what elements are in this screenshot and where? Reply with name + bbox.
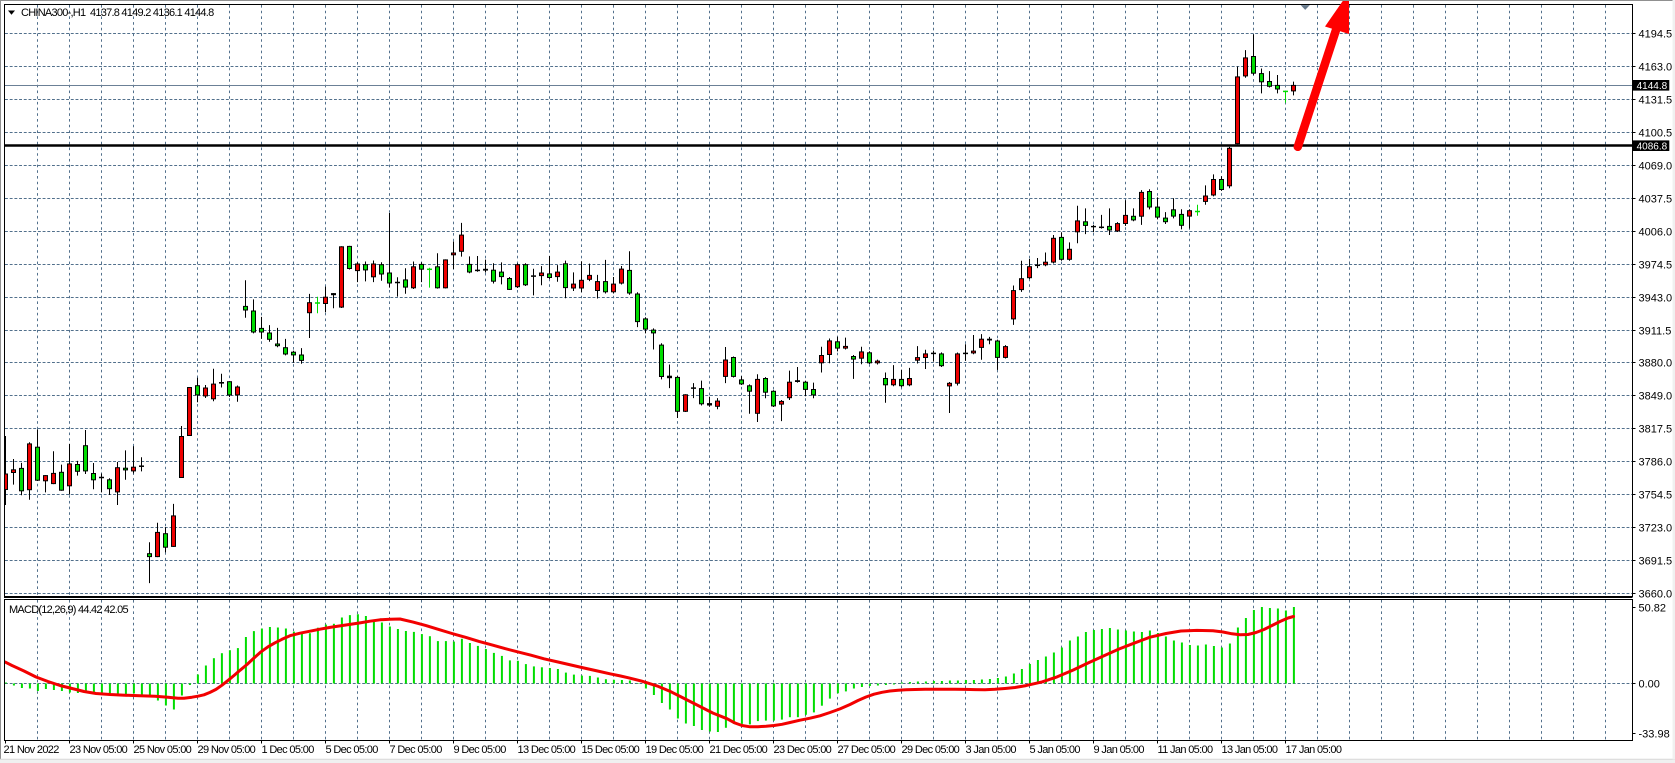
svg-text:3911.5: 3911.5 bbox=[1639, 326, 1672, 338]
svg-text:4069.0: 4069.0 bbox=[1639, 161, 1673, 173]
svg-text:23 Nov 05:00: 23 Nov 05:00 bbox=[70, 744, 128, 756]
svg-text:23 Dec 05:00: 23 Dec 05:00 bbox=[774, 744, 832, 756]
svg-text:3974.5: 3974.5 bbox=[1639, 260, 1673, 272]
svg-text:25 Nov 05:00: 25 Nov 05:00 bbox=[134, 744, 192, 756]
svg-text:4086.8: 4086.8 bbox=[1637, 141, 1668, 152]
svg-text:11 Jan 05:00: 11 Jan 05:00 bbox=[1158, 744, 1214, 756]
svg-text:3786.0: 3786.0 bbox=[1639, 457, 1673, 469]
svg-text:3754.5: 3754.5 bbox=[1639, 490, 1673, 502]
svg-text:4100.5: 4100.5 bbox=[1639, 128, 1673, 140]
svg-text:21 Dec 05:00: 21 Dec 05:00 bbox=[710, 744, 768, 756]
svg-text:3691.5: 3691.5 bbox=[1639, 556, 1673, 568]
svg-text:7 Dec 05:00: 7 Dec 05:00 bbox=[390, 744, 443, 756]
svg-text:4144.8: 4144.8 bbox=[1637, 81, 1668, 92]
svg-text:MACD(12,26,9) 44.42 42.05: MACD(12,26,9) 44.42 42.05 bbox=[9, 604, 128, 616]
svg-text:9 Dec 05:00: 9 Dec 05:00 bbox=[454, 744, 507, 756]
svg-text:3723.0: 3723.0 bbox=[1639, 523, 1673, 535]
svg-text:4163.0: 4163.0 bbox=[1639, 62, 1673, 74]
svg-text:CHINA300-,H1 4137.8 4149.2 41: CHINA300-,H1 4137.8 4149.2 4136.1 4144.8 bbox=[21, 7, 214, 19]
svg-text:13 Jan 05:00: 13 Jan 05:00 bbox=[1222, 744, 1278, 756]
svg-text:29 Dec 05:00: 29 Dec 05:00 bbox=[902, 744, 960, 756]
svg-text:5 Jan 05:00: 5 Jan 05:00 bbox=[1030, 744, 1081, 756]
svg-text:9 Jan 05:00: 9 Jan 05:00 bbox=[1094, 744, 1145, 756]
svg-text:3817.5: 3817.5 bbox=[1639, 424, 1673, 436]
svg-text:0.00: 0.00 bbox=[1639, 679, 1660, 691]
svg-text:15 Dec 05:00: 15 Dec 05:00 bbox=[582, 744, 640, 756]
svg-text:3880.0: 3880.0 bbox=[1639, 358, 1673, 370]
svg-text:3 Jan 05:00: 3 Jan 05:00 bbox=[966, 744, 1017, 756]
svg-text:4194.5: 4194.5 bbox=[1639, 29, 1673, 41]
svg-text:27 Dec 05:00: 27 Dec 05:00 bbox=[838, 744, 896, 756]
svg-text:4131.5: 4131.5 bbox=[1639, 95, 1673, 107]
svg-text:1 Dec 05:00: 1 Dec 05:00 bbox=[262, 744, 315, 756]
svg-text:17 Jan 05:00: 17 Jan 05:00 bbox=[1286, 744, 1342, 756]
svg-text:5 Dec 05:00: 5 Dec 05:00 bbox=[326, 744, 379, 756]
svg-text:29 Nov 05:00: 29 Nov 05:00 bbox=[198, 744, 256, 756]
svg-text:13 Dec 05:00: 13 Dec 05:00 bbox=[518, 744, 576, 756]
svg-text:3943.0: 3943.0 bbox=[1639, 293, 1673, 305]
svg-text:50.82: 50.82 bbox=[1639, 603, 1667, 615]
svg-text:4006.0: 4006.0 bbox=[1639, 227, 1673, 239]
svg-text:-33.98: -33.98 bbox=[1639, 729, 1670, 741]
svg-text:21 Nov 2022: 21 Nov 2022 bbox=[4, 744, 60, 756]
svg-text:19 Dec 05:00: 19 Dec 05:00 bbox=[646, 744, 704, 756]
svg-text:4037.5: 4037.5 bbox=[1639, 194, 1673, 206]
svg-text:3660.0: 3660.0 bbox=[1639, 589, 1673, 601]
svg-text:3849.0: 3849.0 bbox=[1639, 391, 1673, 403]
